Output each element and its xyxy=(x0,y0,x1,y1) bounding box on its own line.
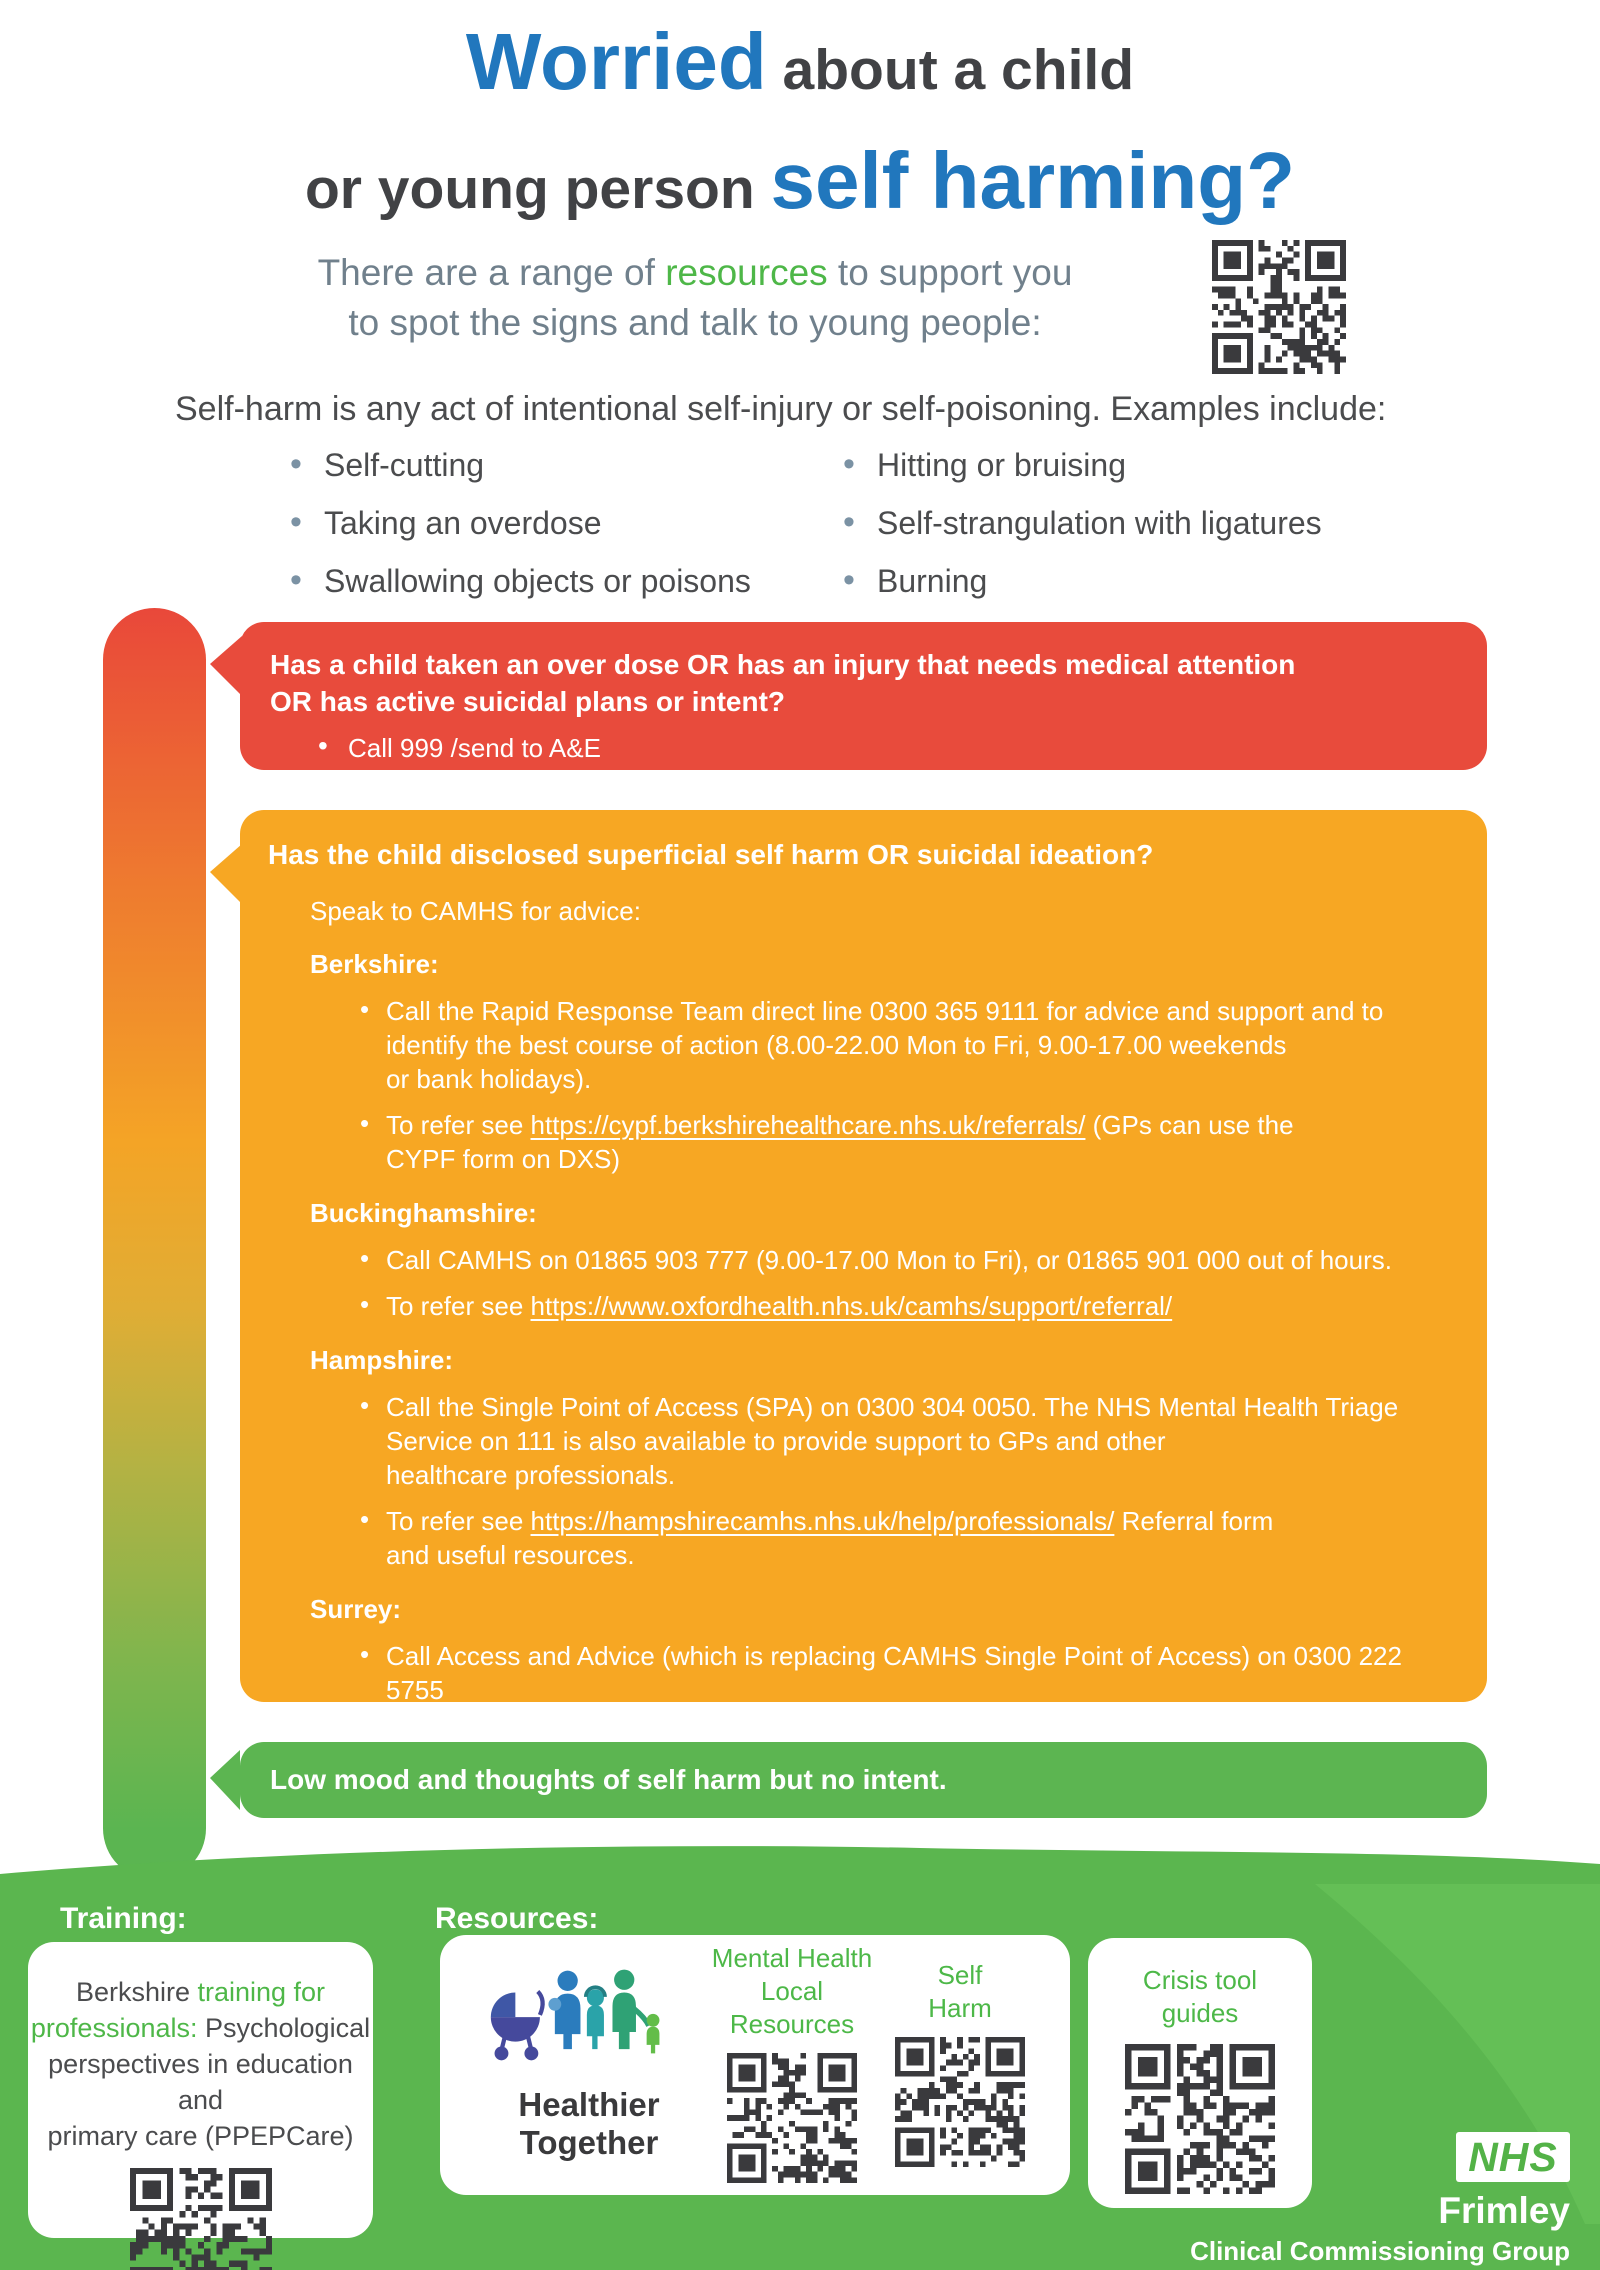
examples-list-left: Self-cutting Taking an overdose Swallowi… xyxy=(290,445,751,621)
qr-label: Crisis tool guides xyxy=(1142,1965,1258,2028)
footer-swoosh-decoration xyxy=(1315,1884,1600,2224)
resources-card: Healthier Together Mental Health Local R… xyxy=(440,1935,1070,2195)
red-emergency-banner: Has a child taken an over dose OR has an… xyxy=(210,622,1487,770)
list-item: To refer see https://www.oxfordhealth.nh… xyxy=(360,1287,1457,1323)
training-text-pre: Berkshire xyxy=(75,1977,198,2007)
banner-tail xyxy=(210,844,242,904)
nhs-frimley-text: Frimley xyxy=(1438,2190,1570,2231)
banner-tail xyxy=(210,1750,240,1810)
bullet-text: (GPs can use the CYPF form on DXS) xyxy=(386,1110,1294,1174)
red-banner-bullet: Call 999 /send to A&E xyxy=(318,730,1487,764)
nhs-ccg-text: Clinical Commissioning Group xyxy=(1190,2236,1570,2266)
training-text-post: Psychological perspectives in education … xyxy=(47,2013,371,2151)
title-about-child: about a child xyxy=(766,38,1135,102)
ppepcare-qr-code-icon xyxy=(129,2168,272,2270)
list-item: Taking an overdose xyxy=(290,503,751,542)
section-buckinghamshire: Buckinghamshire: Call CAMHS on 01865 903… xyxy=(268,1198,1457,1323)
self-harm-qr-code-icon xyxy=(895,2036,1025,2167)
nhs-logo: NHS xyxy=(1456,2132,1570,2182)
family-figures-icon xyxy=(490,1969,660,2061)
page-title: Worried about a child or young person se… xyxy=(0,14,1600,252)
list-item: Self-strangulation with ligatures xyxy=(843,503,1322,542)
healthier-together-text: Healthier Together xyxy=(518,2086,660,2161)
banner-tail xyxy=(210,636,242,696)
county-label: Hampshire: xyxy=(310,1345,454,1375)
green-low-risk-banner: Low mood and thoughts of self harm but n… xyxy=(210,1742,1487,1818)
list-item: To refer see https://hampshirecamhs.nhs.… xyxy=(360,1502,1457,1572)
county-label: Buckinghamshire: xyxy=(310,1198,537,1228)
healthier-together-logo: Healthier Together xyxy=(470,1968,708,2162)
nhs-logo-text: NHS xyxy=(1468,2133,1558,2180)
list-item: Call the Rapid Response Team direct line… xyxy=(360,992,1457,1096)
list-item: Hitting or bruising xyxy=(843,445,1322,484)
mental-health-qr-code-icon xyxy=(727,2053,857,2183)
red-banner-heading: Has a child taken an over dose OR has an… xyxy=(270,649,1296,717)
resources-qr-code-icon xyxy=(1212,240,1346,374)
section-hampshire: Hampshire: Call the Single Point of Acce… xyxy=(268,1345,1457,1572)
crisis-tools-qr-code-icon xyxy=(1125,2044,1275,2194)
subtitle-post: to support you xyxy=(827,252,1073,293)
orange-banner-subheading: Speak to CAMHS for advice: xyxy=(310,896,641,926)
list-item: Swallowing objects or poisons xyxy=(290,561,751,600)
list-item: Call Access and Advice (which is replaci… xyxy=(360,1637,1457,1741)
list-item: Self-cutting xyxy=(290,445,751,484)
severity-gradient-bar xyxy=(103,608,206,1880)
bullet-text: To refer see xyxy=(386,1291,531,1321)
bullet-text: To refer see xyxy=(386,1506,531,1536)
green-banner-heading: Low mood and thoughts of self harm but n… xyxy=(270,1764,947,1795)
list-item: Burning xyxy=(843,561,1322,600)
subtitle-resources-word: resources xyxy=(665,252,828,293)
bullet-text: To refer see xyxy=(386,1110,531,1140)
training-card: Berkshire training for professionals: Ps… xyxy=(28,1942,373,2270)
buckinghamshire-referral-link[interactable]: https://www.oxfordhealth.nhs.uk/camhs/su… xyxy=(530,1291,1173,1321)
training-label: Training: xyxy=(60,1902,187,1935)
title-worried: Worried xyxy=(465,17,767,106)
examples-list-right: Hitting or bruising Self-strangulation w… xyxy=(843,445,1322,621)
resources-label: Resources: xyxy=(435,1902,599,1935)
footer-wave-edge xyxy=(0,1846,1600,1886)
orange-advice-banner: Has the child disclosed superficial self… xyxy=(210,810,1487,1853)
list-item: Call CAMHS on 01865 903 777 (9.00-17.00 … xyxy=(360,1241,1457,1277)
training-text-green: training for professionals: xyxy=(30,1977,326,2043)
county-label: Surrey: xyxy=(310,1594,402,1624)
subtitle-line2: to spot the signs and talk to young peop… xyxy=(348,302,1042,343)
title-self-harming: self harming? xyxy=(770,136,1296,225)
county-label: Berkshire: xyxy=(310,949,439,979)
mental-health-resources-block: Mental Health Local Resources xyxy=(708,1942,876,2188)
self-harm-resources-block: Self Harm xyxy=(876,1959,1044,2172)
crisis-tools-card: Crisis tool guides xyxy=(1088,1938,1312,2208)
title-young-person: or young person xyxy=(304,157,771,221)
list-item: To refer see https://cypf.berkshirehealt… xyxy=(360,1106,1457,1176)
list-item: Call the Single Point of Access (SPA) on… xyxy=(360,1388,1457,1492)
bullet-text: Referral form and useful resources. xyxy=(386,1506,1274,1570)
intro-text: Self-harm is any act of intentional self… xyxy=(175,390,1387,428)
subtitle-pre: There are a range of xyxy=(317,252,666,293)
qr-label: Self Harm xyxy=(928,1959,992,2023)
hampshire-referral-link[interactable]: https://hampshirecamhs.nhs.uk/help/profe… xyxy=(530,1506,1115,1536)
section-berkshire: Berkshire: Call the Rapid Response Team … xyxy=(268,949,1457,1176)
subtitle: There are a range of resources to suppor… xyxy=(220,248,1170,348)
orange-banner-heading: Has the child disclosed superficial self… xyxy=(268,839,1154,870)
footer: Training: Resources: Berkshire training … xyxy=(0,1840,1600,2270)
berkshire-referral-link[interactable]: https://cypf.berkshirehealthcare.nhs.uk/… xyxy=(530,1110,1086,1140)
qr-label: Mental Health Local Resources xyxy=(711,1943,873,2039)
